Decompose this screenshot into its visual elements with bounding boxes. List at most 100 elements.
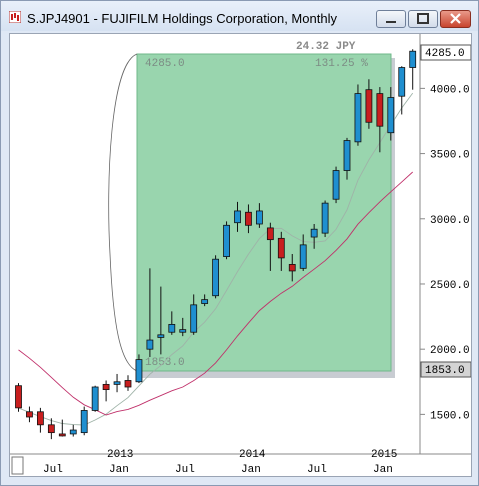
candle-body — [124, 380, 132, 388]
price-tick-label: 1500.0 — [430, 410, 470, 422]
close-icon — [450, 13, 461, 24]
candle — [15, 383, 22, 412]
candle-body — [146, 339, 154, 350]
candlestick-series — [15, 49, 417, 440]
candle-body — [26, 411, 33, 418]
candle — [255, 203, 263, 228]
candle-body — [321, 202, 329, 234]
candle — [36, 407, 44, 433]
candle — [409, 49, 417, 90]
chart-app-icon — [9, 11, 21, 23]
month-label-jul-2013: Jul — [175, 464, 195, 476]
candle-body — [201, 299, 209, 304]
candle — [113, 373, 121, 393]
maximize-icon — [417, 13, 429, 24]
candle — [26, 406, 33, 423]
candle — [190, 294, 198, 335]
candle — [91, 385, 99, 412]
candle-body — [277, 237, 285, 259]
measure-low-label: 1853.0 — [145, 357, 185, 369]
candle-body — [354, 93, 362, 143]
candle — [299, 234, 307, 271]
time-axis[interactable]: 2013 2014 2015 Jul Jan Jul Jan Jul Jan — [10, 449, 471, 476]
candle-body — [36, 411, 44, 426]
title-bar[interactable]: S.JPJ4901 - FUJIFILM Holdings Corporatio… — [1, 1, 478, 31]
year-label-2014: 2014 — [239, 449, 266, 461]
candle-body — [113, 381, 121, 385]
candle — [277, 231, 285, 271]
candle — [58, 419, 66, 437]
candle — [376, 87, 384, 153]
candle — [343, 137, 351, 180]
candle-body — [212, 258, 220, 297]
price-tick-label: 2000.0 — [430, 345, 470, 357]
current-price-label: 4285.0 — [425, 48, 465, 60]
month-label-jan-2014: Jan — [241, 464, 261, 476]
maximize-button[interactable] — [408, 10, 438, 28]
candle — [102, 380, 110, 402]
candle — [135, 354, 143, 384]
candle-body — [15, 385, 22, 409]
month-label-jan-2015: Jan — [373, 464, 393, 476]
candle — [223, 221, 230, 260]
price-tick-label: 3000.0 — [430, 215, 470, 227]
minimize-button[interactable] — [376, 10, 406, 28]
candle — [124, 375, 132, 391]
price-axis[interactable]: 1500.0 2000.0 2500.0 3000.0 3500.0 4000.0 — [419, 34, 470, 454]
candle-body — [157, 334, 165, 338]
candle-body — [135, 359, 143, 383]
month-label-jan-2013: Jan — [109, 464, 129, 476]
candle-body — [376, 93, 384, 127]
candle — [168, 311, 176, 335]
candle — [354, 84, 362, 146]
candle — [398, 66, 406, 115]
year-label-2013: 2013 — [107, 449, 133, 461]
candle-body — [255, 210, 263, 225]
candle-body — [168, 324, 176, 333]
candle-body — [91, 386, 99, 411]
measure-change-label: 24.32 JPY — [296, 41, 356, 53]
candle-body — [102, 383, 110, 391]
candle-body — [332, 170, 340, 200]
candle — [387, 87, 395, 141]
candle — [332, 166, 340, 204]
minimize-icon — [386, 21, 396, 23]
candle — [146, 268, 154, 358]
candle — [365, 79, 373, 129]
candle-body — [409, 50, 417, 68]
candle-body — [343, 140, 351, 171]
candle-body — [80, 410, 88, 434]
measure-high-label: 4285.0 — [145, 58, 185, 70]
candle — [288, 253, 296, 282]
price-tick-label: 2500.0 — [430, 280, 470, 292]
price-chart[interactable]: 4285.0 1853.0 24.32 JPY 131.25 % 1500.0 2… — [10, 34, 472, 476]
candle-body — [387, 97, 395, 134]
time-axis-corner-box[interactable] — [11, 456, 24, 475]
year-label-2015: 2015 — [371, 449, 397, 461]
measure-tool[interactable]: 4285.0 1853.0 24.32 JPY 131.25 % — [108, 41, 395, 378]
measure-rectangle[interactable] — [136, 53, 392, 372]
candle-body — [179, 329, 187, 333]
candle — [245, 204, 252, 234]
month-label-jul-2012: Jul — [43, 464, 63, 476]
close-button[interactable] — [440, 10, 471, 28]
price-tick-label: 3500.0 — [430, 150, 470, 162]
candle — [266, 222, 274, 271]
candle-body — [234, 210, 241, 224]
candle-body — [58, 433, 66, 437]
candle — [69, 424, 77, 437]
measure-bracket-curve — [108, 53, 138, 372]
candle — [321, 200, 329, 238]
month-label-jul-2014: Jul — [307, 464, 327, 476]
candle-body — [398, 67, 406, 97]
candle-body — [69, 429, 77, 435]
candle — [310, 223, 318, 249]
last-price-label: 1853.0 — [425, 365, 465, 377]
moving-average-long — [18, 171, 414, 416]
candle — [234, 201, 241, 232]
chart-panel[interactable]: 4285.0 1853.0 24.32 JPY 131.25 % 1500.0 2… — [9, 33, 472, 477]
candle — [179, 317, 187, 337]
candle-body — [190, 304, 198, 333]
candle-body — [223, 224, 230, 257]
